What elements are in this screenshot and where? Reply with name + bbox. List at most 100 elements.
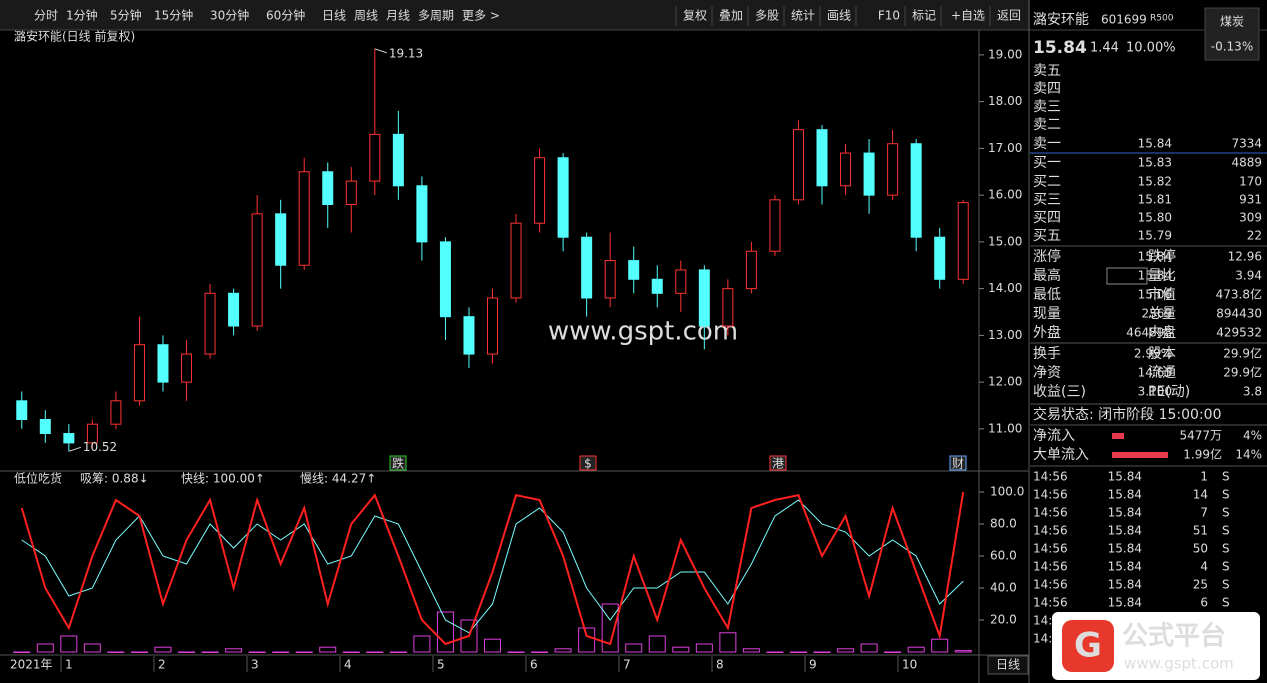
sector-pct: -0.13% xyxy=(1211,40,1253,54)
stat-value: 12.96 xyxy=(1228,250,1262,264)
candle-body xyxy=(298,171,310,266)
period-tab[interactable]: 月线 xyxy=(386,9,410,23)
y-tick-label: 40.0 xyxy=(990,581,1017,595)
book-label: 买三 xyxy=(1033,192,1061,208)
trade-time: 14:56 xyxy=(1033,488,1068,502)
trade-side: S xyxy=(1222,488,1230,502)
flow-label: 净流入 xyxy=(1033,428,1075,444)
period-tab[interactable]: 60分钟 xyxy=(266,8,305,23)
tool-button[interactable]: 叠加 xyxy=(719,9,743,23)
candle-body xyxy=(369,133,381,182)
stat-value: 473.8亿 xyxy=(1216,287,1262,302)
absorb-bar xyxy=(366,651,384,653)
candle-body xyxy=(63,433,75,444)
absorb-bar xyxy=(413,635,431,653)
absorb-bar xyxy=(907,646,925,653)
trade-side: S xyxy=(1222,560,1230,574)
trade-volume: 7 xyxy=(1200,506,1208,520)
x-tick-label: 1 xyxy=(65,658,73,672)
absorb-bar xyxy=(484,638,501,653)
book-volume: 7334 xyxy=(1231,137,1262,151)
trade-volume: 50 xyxy=(1193,542,1208,556)
event-label: 财 xyxy=(952,457,964,471)
period-button-label[interactable]: 日线 xyxy=(996,658,1020,672)
stat-label: 外盘 xyxy=(1033,324,1061,341)
book-label: 卖三 xyxy=(1033,99,1061,115)
tool-button[interactable]: 标记 xyxy=(912,9,936,23)
period-tab[interactable]: 5分钟 xyxy=(110,8,142,23)
period-tab[interactable]: 30分钟 xyxy=(210,8,249,23)
flow-label: 大单流入 xyxy=(1033,447,1089,463)
stat-value: 14.65 xyxy=(1138,366,1172,380)
period-tab[interactable]: 日线 xyxy=(322,9,346,23)
period-tab[interactable]: 15分钟 xyxy=(154,8,193,23)
stat-label: 股本 xyxy=(1148,346,1176,362)
stock-tag: R500 xyxy=(1150,14,1174,24)
x-tick-label: 9 xyxy=(809,658,817,672)
candle-body xyxy=(487,297,498,355)
tool-button[interactable]: 复权 xyxy=(683,9,707,23)
sector-box xyxy=(1204,7,1260,61)
period-tab[interactable]: 周线 xyxy=(354,9,378,23)
candle-body xyxy=(16,400,28,421)
trade-volume: 6 xyxy=(1200,596,1208,610)
stat-value: 894430 xyxy=(1216,307,1262,321)
flow-value: 5477万 xyxy=(1179,429,1222,443)
absorb-bar xyxy=(60,635,78,653)
book-volume: 931 xyxy=(1239,193,1262,207)
book-volume: 4889 xyxy=(1231,156,1262,170)
stat-value: 464898 xyxy=(1126,326,1172,340)
high-label: 19.13 xyxy=(389,46,423,60)
logo-glyph: G xyxy=(1074,626,1102,666)
period-tab[interactable]: 多周期 xyxy=(418,9,454,23)
candle-body xyxy=(628,260,640,280)
candle-body xyxy=(133,344,145,402)
tool-button[interactable]: 返回 xyxy=(997,9,1021,23)
period-tab[interactable]: 分时 xyxy=(34,9,58,23)
event-marker xyxy=(389,455,407,471)
stat-value: 429532 xyxy=(1216,326,1262,340)
y-tick-label: 19.00 xyxy=(988,47,1022,61)
candle-body xyxy=(86,423,98,444)
period-tab[interactable]: 更多 > xyxy=(462,9,500,23)
stat-value: 2.99% xyxy=(1134,347,1172,361)
event-label: $ xyxy=(584,457,592,471)
absorb-bar xyxy=(295,651,313,653)
absorb-bar xyxy=(860,643,878,653)
book-price: 15.79 xyxy=(1138,229,1172,243)
x-tick-label: 3 xyxy=(251,658,259,672)
absorb-bar xyxy=(248,651,266,653)
candle-body xyxy=(698,269,710,327)
candle-body xyxy=(510,222,522,299)
y-tick-label: 14.00 xyxy=(988,281,1022,295)
candle-body xyxy=(534,157,546,224)
x-tick-label: 7 xyxy=(623,658,631,672)
absorb-bar xyxy=(178,651,196,653)
period-tab[interactable]: 1分钟 xyxy=(66,8,98,23)
trade-side: S xyxy=(1222,578,1230,592)
trade-side: S xyxy=(1222,596,1230,610)
absorb-bar xyxy=(601,603,619,653)
stat-value: 29.9亿 xyxy=(1223,365,1262,380)
candle-body xyxy=(322,171,334,205)
stock-code: 601699 xyxy=(1101,13,1147,27)
candle-body xyxy=(157,344,169,383)
tool-button[interactable]: F10 xyxy=(878,9,900,23)
tool-button[interactable]: 画线 xyxy=(827,9,851,23)
tool-button[interactable]: 多股 xyxy=(755,9,779,23)
absorb-bar xyxy=(342,651,360,653)
candle-body xyxy=(204,292,216,355)
trade-status: 交易状态: 闭市阶段 15:00:00 xyxy=(1033,406,1222,423)
absorb-bar xyxy=(789,651,807,653)
candle-body xyxy=(251,213,263,327)
tool-button[interactable]: 统计 xyxy=(791,9,815,23)
book-price: 15.83 xyxy=(1138,156,1172,170)
absorb-bar xyxy=(531,651,549,653)
x-tick-label: 5 xyxy=(437,658,445,672)
period-button[interactable] xyxy=(987,655,1029,675)
stat-value: 3.8 xyxy=(1243,385,1262,399)
candle-body xyxy=(181,353,193,383)
candle-body xyxy=(934,236,946,280)
logo-icon xyxy=(1062,620,1114,672)
tool-button[interactable]: +自选 xyxy=(951,9,985,23)
